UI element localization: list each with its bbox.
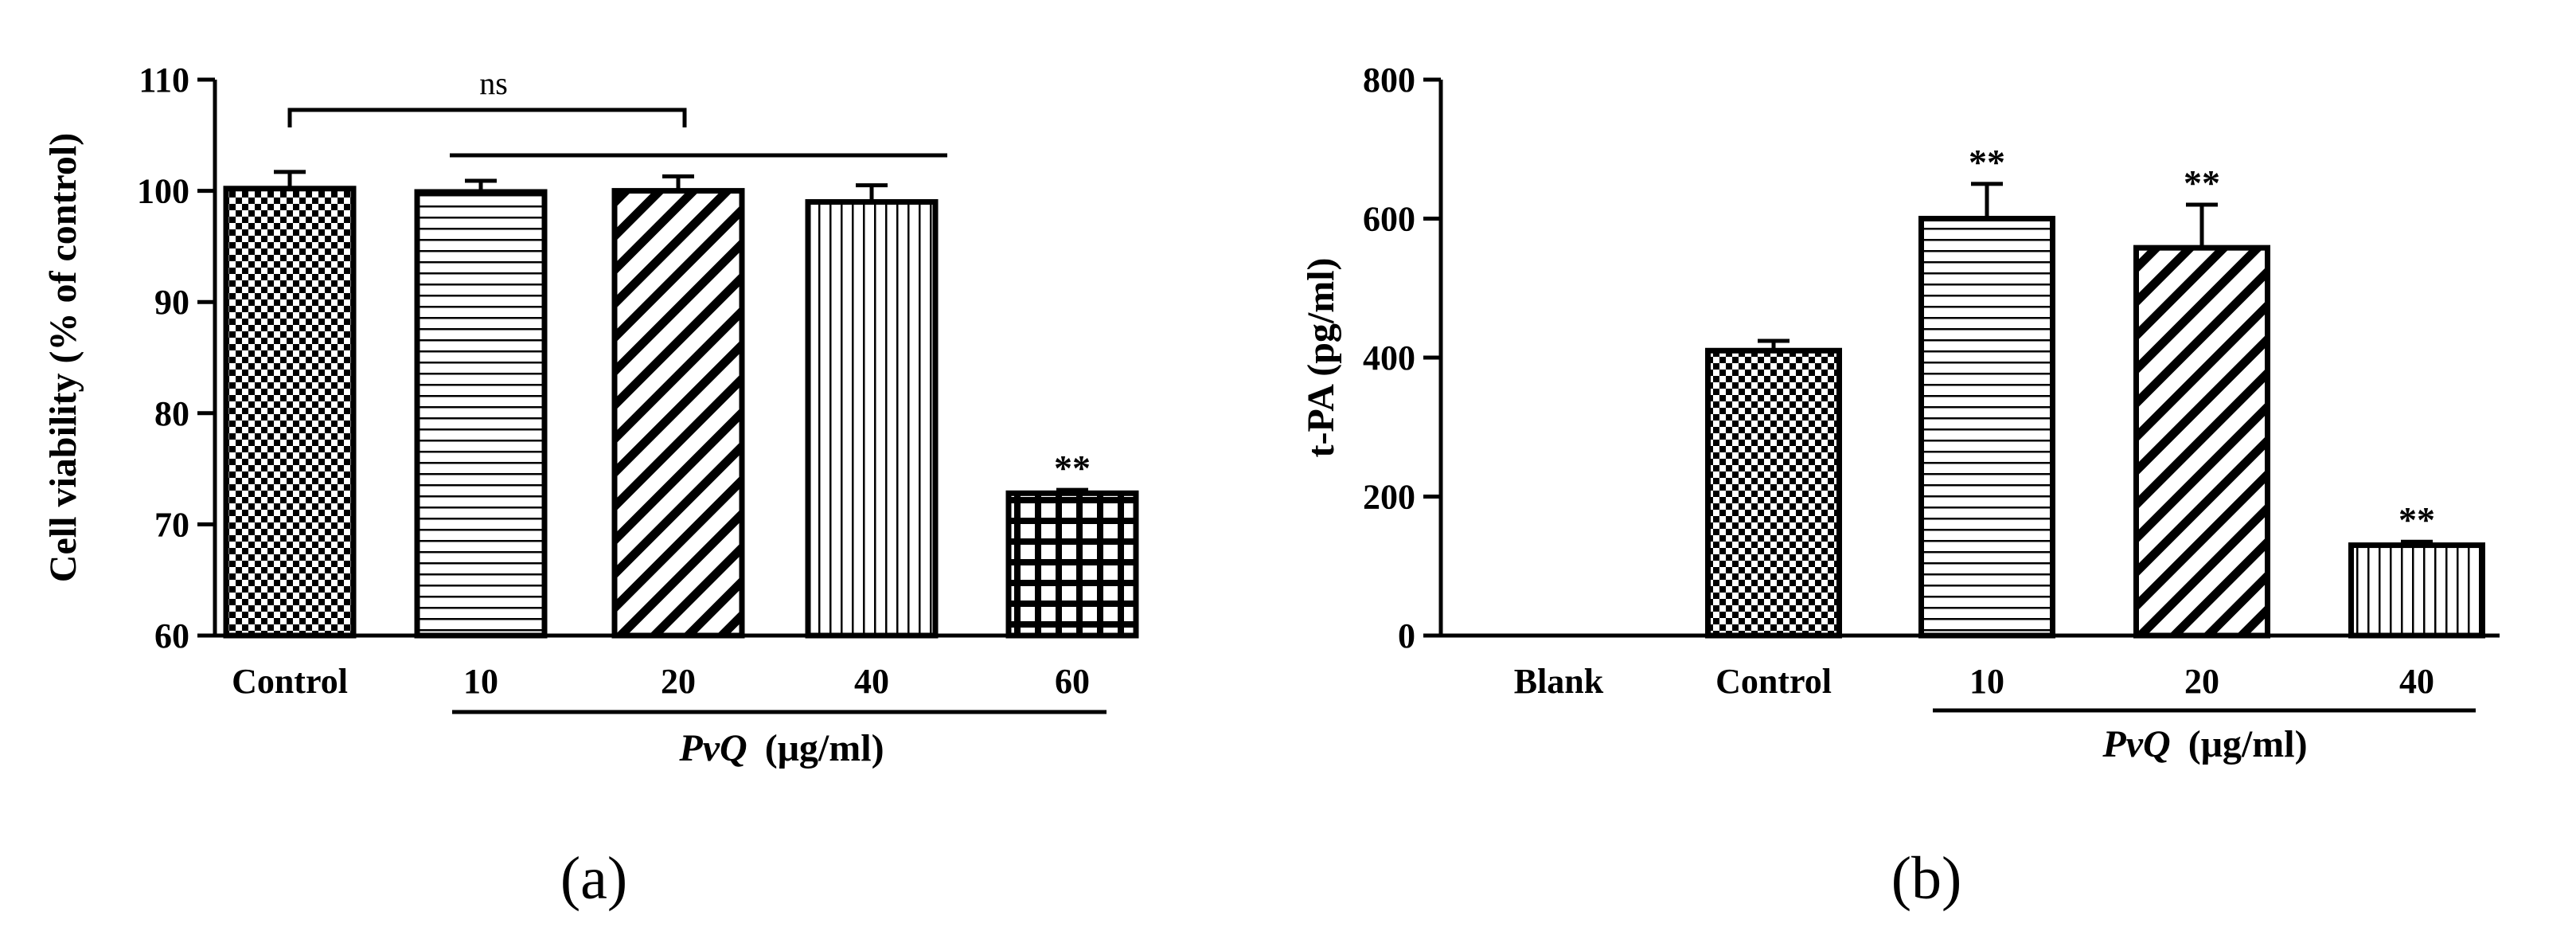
category-label: 40 bbox=[854, 662, 889, 701]
bars: ** bbox=[223, 170, 1139, 639]
bracket-label: ns bbox=[479, 65, 508, 101]
significance-marker: ** bbox=[1969, 142, 2005, 182]
x-group-label-italic: PvQ bbox=[2102, 723, 2170, 765]
category-label: Control bbox=[1715, 662, 1832, 701]
y-ticks: 60 70 80 90 100 110 bbox=[137, 61, 215, 655]
y-tick-label: 800 bbox=[1363, 61, 1415, 100]
y-tick-label: 0 bbox=[1398, 616, 1415, 655]
y-tick-label: 60 bbox=[154, 616, 189, 655]
x-group-label-unit: (μg/ml) bbox=[765, 727, 884, 769]
bar-20 bbox=[611, 188, 745, 639]
y-tick-label: 110 bbox=[139, 61, 189, 100]
category-label: Blank bbox=[1514, 662, 1604, 701]
y-tick-label: 200 bbox=[1363, 478, 1415, 517]
y-tick-label: 80 bbox=[154, 394, 189, 433]
bar-40 bbox=[805, 199, 939, 639]
y-tick-label: 400 bbox=[1363, 338, 1415, 378]
x-group-label-italic: PvQ bbox=[678, 727, 747, 769]
bar-control bbox=[1705, 347, 1842, 639]
bar-control bbox=[223, 186, 357, 639]
category-label: 40 bbox=[2399, 662, 2434, 701]
significance-marker: ** bbox=[1054, 448, 1091, 488]
category-labels: Control 10 20 40 60 bbox=[232, 662, 1090, 701]
y-axis-label: t-PA (pg/ml) bbox=[1300, 257, 1342, 457]
y-tick-label: 90 bbox=[154, 283, 189, 322]
x-group-label-unit: (μg/ml) bbox=[2188, 723, 2308, 765]
y-ticks: 0 200 400 600 800 bbox=[1363, 61, 1441, 655]
y-tick-label: 70 bbox=[154, 505, 189, 544]
category-labels: Blank Control 10 20 40 bbox=[1514, 662, 2434, 701]
bar-10 bbox=[414, 189, 548, 639]
x-group-label: PvQ (μg/ml) bbox=[678, 727, 884, 769]
bar-10 bbox=[1918, 216, 2055, 639]
y-tick-label: 100 bbox=[137, 172, 189, 211]
bar-20 bbox=[2133, 245, 2270, 639]
chart-a: 60 70 80 90 100 110 ** Control 10 20 40 60 ns Cel… bbox=[42, 61, 1139, 912]
bars: ** ** ** bbox=[1705, 142, 2485, 639]
y-tick-label: 600 bbox=[1363, 200, 1415, 239]
bar-40 bbox=[2348, 542, 2485, 639]
category-label: 10 bbox=[1969, 662, 2004, 701]
x-group-label: PvQ (μg/ml) bbox=[2102, 723, 2307, 765]
bar-60 bbox=[1005, 490, 1139, 639]
category-label: 60 bbox=[1055, 662, 1090, 701]
category-label: 10 bbox=[463, 662, 498, 701]
y-axis-label: Cell viability (% of control) bbox=[42, 133, 84, 582]
category-label: 20 bbox=[661, 662, 696, 701]
significance-marker: ** bbox=[2184, 162, 2220, 203]
significance-bracket bbox=[287, 108, 687, 127]
category-label: 20 bbox=[2184, 662, 2219, 701]
significance-marker: ** bbox=[2398, 499, 2435, 540]
panel-label: (b) bbox=[1891, 845, 1962, 912]
category-label: Control bbox=[232, 662, 348, 701]
panel-label: (a) bbox=[560, 845, 627, 912]
